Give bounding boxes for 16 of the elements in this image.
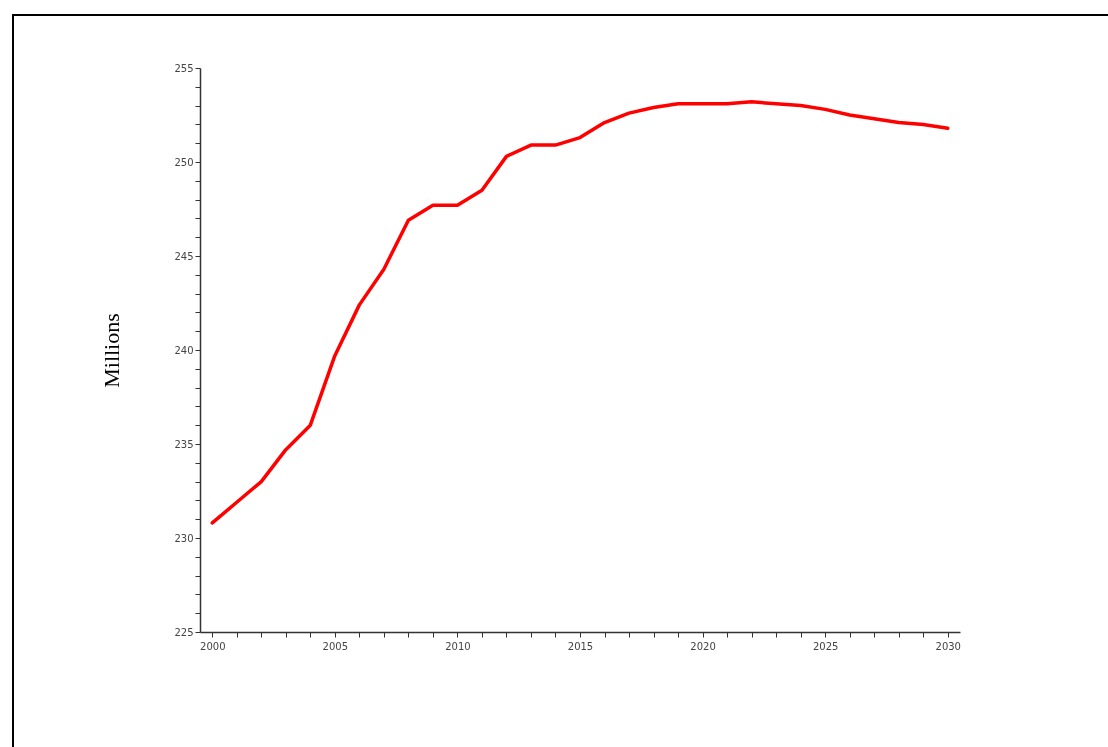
y-tick-label: 255	[174, 62, 194, 74]
y-tick-label: 240	[174, 344, 194, 356]
x-tick-label: 2000	[200, 640, 226, 652]
y-tick-label: 250	[174, 156, 194, 168]
x-tick-label: 2020	[690, 640, 716, 652]
y-tick-label: 235	[174, 438, 194, 450]
line-series	[210, 100, 950, 525]
x-tick-label: 2015	[567, 640, 594, 652]
y-axis-title: Millions	[99, 313, 125, 388]
y-tick-label: 230	[174, 532, 194, 544]
x-tick-label: 2025	[812, 640, 839, 652]
y-tick-label: 245	[174, 250, 194, 262]
y-tick-label: 225	[174, 626, 194, 638]
x-tick-label: 2005	[322, 640, 349, 652]
x-tick-label: 2030	[935, 640, 961, 652]
x-tick-label: 2010	[445, 640, 471, 652]
